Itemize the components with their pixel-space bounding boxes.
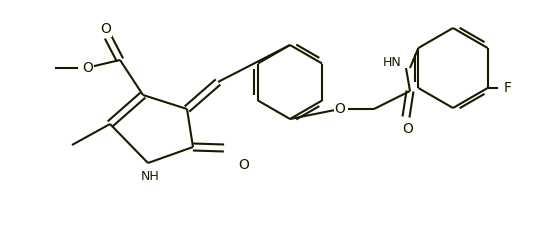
Text: F: F — [504, 81, 512, 95]
Text: NH: NH — [141, 171, 159, 184]
Text: O: O — [239, 158, 250, 172]
Text: O: O — [335, 102, 346, 116]
Text: HN: HN — [383, 56, 401, 68]
Text: O: O — [82, 61, 93, 75]
Text: O: O — [403, 122, 414, 136]
Text: O: O — [101, 22, 111, 36]
